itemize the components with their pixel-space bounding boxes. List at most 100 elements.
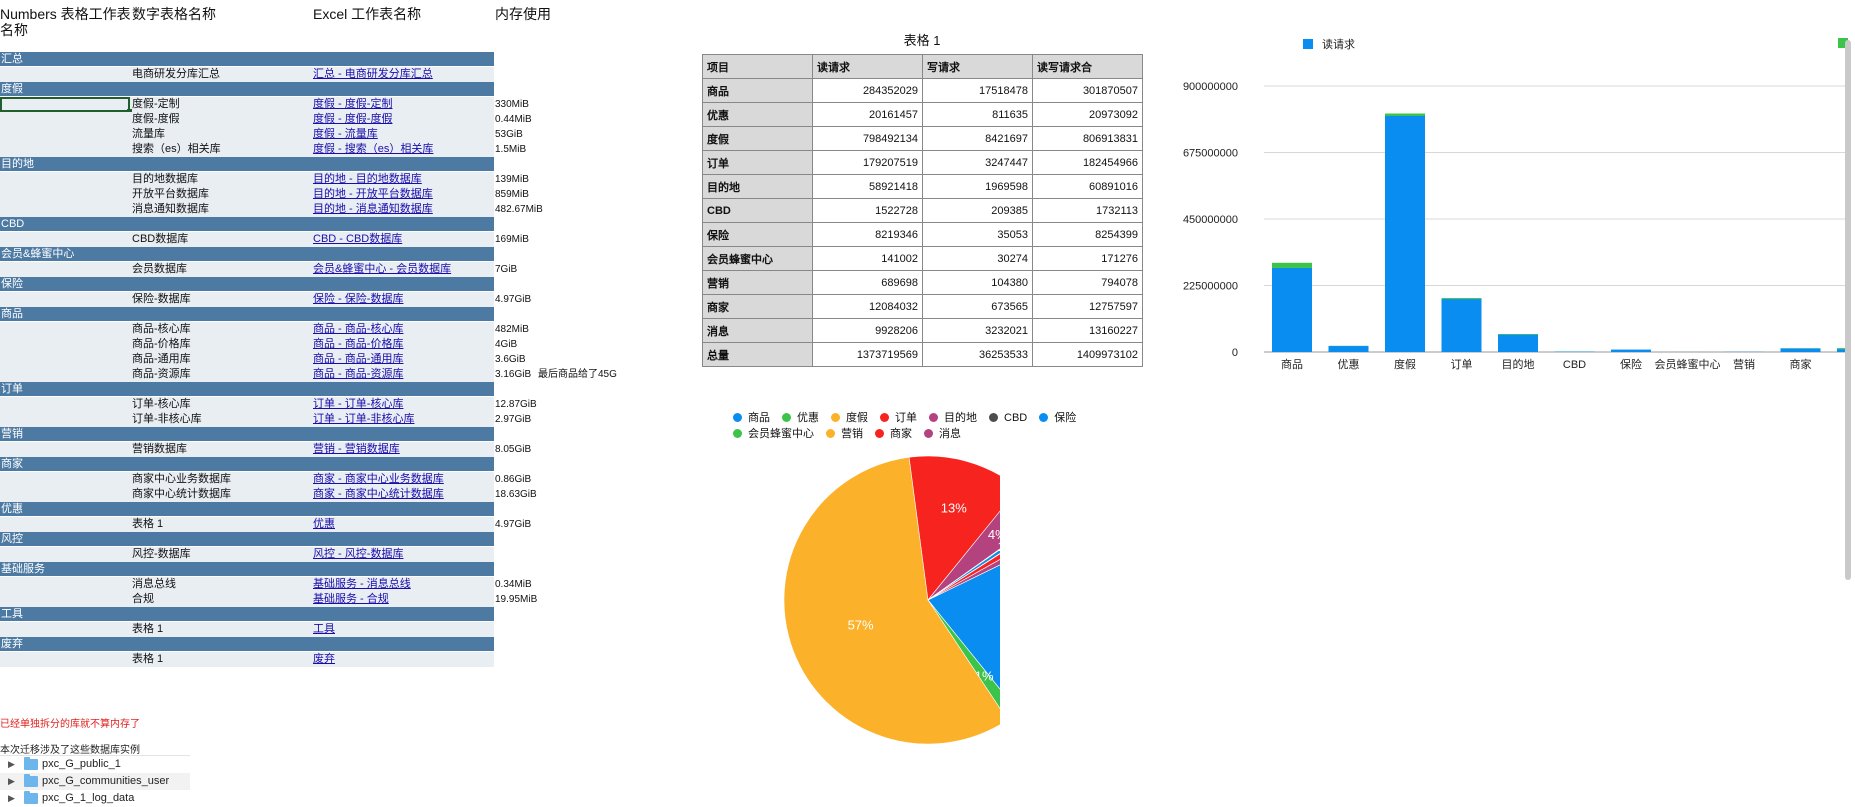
sheet-link[interactable]: 商品 - 商品-资源库 [313, 367, 403, 382]
table-cell: 1522728 [813, 199, 923, 223]
table-name: 开放平台数据库 [132, 187, 209, 202]
sheet-link[interactable]: 营销 - 营销数据库 [313, 442, 400, 457]
table-cell: 798492134 [813, 127, 923, 151]
table-cell: 8254399 [1033, 223, 1143, 247]
memory-usage: 169MiB [495, 232, 529, 247]
table-name: 度假-定制 [132, 97, 180, 112]
disclosure-arrow-icon[interactable]: ▶ [8, 773, 15, 790]
tree-item[interactable]: ▶ pxc_G_public_1 [0, 756, 190, 773]
sheet-link[interactable]: 度假 - 搜索（es）相关库 [313, 142, 433, 157]
y-tick-label: 675000000 [1183, 148, 1238, 160]
y-tick-label: 450000000 [1183, 214, 1238, 226]
folder-icon [24, 759, 38, 770]
sheet-link[interactable]: 商品 - 商品-核心库 [313, 322, 403, 337]
sheet-link[interactable]: 废弃 [313, 652, 335, 667]
sheet-link[interactable]: 商品 - 商品-价格库 [313, 337, 403, 352]
bar-legend-label: 读请求 [1322, 37, 1355, 51]
table-name: 消息总线 [132, 577, 176, 592]
sheet-link[interactable]: 优惠 [313, 517, 335, 532]
table-cell: 17518478 [923, 79, 1033, 103]
group-header: 风控 [0, 532, 494, 546]
sheet-link[interactable]: 订单 - 订单-非核心库 [313, 412, 414, 427]
legend-dot [782, 413, 791, 422]
row-label: 度假 [703, 127, 813, 151]
x-tick-label: 目的地 [1502, 357, 1535, 371]
legend-label: 消息 [939, 428, 961, 440]
bar-read[interactable] [1611, 350, 1651, 352]
x-tick-label: 优惠 [1338, 357, 1360, 371]
sheet-link[interactable]: 订单 - 订单-核心库 [313, 397, 403, 412]
table-cell: 182454966 [1033, 151, 1143, 175]
selected-cell[interactable] [0, 97, 130, 112]
sheet-link[interactable]: 目的地 - 目的地数据库 [313, 172, 422, 187]
sheet-link[interactable]: 汇总 - 电商研发分库汇总 [313, 67, 433, 82]
memory-usage: 859MiB [495, 187, 529, 202]
sheet-link[interactable]: 目的地 - 消息通知数据库 [313, 202, 433, 217]
row-label: 营销 [703, 271, 813, 295]
bar-read[interactable] [1329, 346, 1369, 352]
sheet-index-table: Numbers 表格工作表名称 数字表格名称 Excel 工作表名称 内存使用 … [0, 0, 700, 680]
sheet-link[interactable]: 基础服务 - 消息总线 [313, 577, 411, 592]
tree-item[interactable]: ▶pxc_G_1_log_data [0, 790, 190, 807]
memory-usage: 0.44MiB [495, 112, 532, 127]
vertical-scrollbar[interactable] [1845, 40, 1851, 580]
tree-item-label: pxc_G_public_1 [42, 756, 121, 773]
sheet-link[interactable]: 度假 - 流量库 [313, 127, 378, 142]
sheet-link[interactable]: CBD - CBD数据库 [313, 232, 402, 247]
y-tick-label: 0 [1232, 347, 1238, 359]
sheet-link[interactable]: 商家 - 商家中心业务数据库 [313, 472, 444, 487]
sheet-link[interactable]: 度假 - 度假-度假 [313, 112, 392, 127]
disclosure-arrow-icon[interactable]: ▶ [8, 790, 15, 807]
table-cell: 209385 [923, 199, 1033, 223]
x-tick-label: 度假 [1394, 357, 1416, 371]
memory-usage: 7GiB [495, 262, 517, 277]
table-cell: 689698 [813, 271, 923, 295]
memory-usage: 1.5MiB [495, 142, 526, 157]
sheet-link[interactable]: 基础服务 - 合规 [313, 592, 389, 607]
disclosure-arrow-icon[interactable]: ▶ [8, 756, 15, 773]
sheet-link[interactable]: 商家 - 商家中心统计数据库 [313, 487, 444, 502]
sheet-link[interactable]: 度假 - 度假-定制 [313, 97, 392, 112]
sheet-link[interactable]: 工具 [313, 622, 335, 637]
table-name: 度假-度假 [132, 112, 180, 127]
bar-read[interactable] [1442, 299, 1482, 352]
table-name: 风控-数据库 [132, 547, 191, 562]
memory-usage: 53GiB [495, 127, 523, 142]
table-cell: 60891016 [1033, 175, 1143, 199]
sheet-link[interactable]: 会员&蜂蜜中心 - 会员数据库 [313, 262, 451, 277]
pie-slice-label: 57% [848, 617, 874, 632]
bar-read[interactable] [1498, 335, 1538, 352]
bar-write[interactable] [1498, 334, 1538, 335]
bar-read[interactable] [1272, 268, 1312, 352]
sheet-link[interactable]: 商品 - 商品-通用库 [313, 352, 403, 367]
bar-write[interactable] [1272, 263, 1312, 268]
column-header: 读写请求合 [1033, 55, 1143, 79]
table-cell: 811635 [923, 103, 1033, 127]
sheet-link[interactable]: 目的地 - 开放平台数据库 [313, 187, 433, 202]
memory-usage: 18.63GiB [495, 487, 537, 502]
bar-write[interactable] [1385, 114, 1425, 116]
memory-usage: 3.16GiB [495, 367, 531, 382]
row-label: CBD [703, 199, 813, 223]
bar-read[interactable] [1781, 348, 1821, 352]
bar-write[interactable] [1442, 298, 1482, 299]
group-header: 订单 [0, 382, 494, 396]
sheet-link[interactable]: 保险 - 保险-数据库 [313, 292, 403, 307]
tree-item[interactable]: ▶pxc_G_communities_user [0, 773, 190, 790]
column-header: 读请求 [813, 55, 923, 79]
sheet-link[interactable]: 风控 - 风控-数据库 [313, 547, 403, 562]
row-label: 商品 [703, 79, 813, 103]
memory-usage: 19.95MiB [495, 592, 537, 607]
group-header: 保险 [0, 277, 494, 291]
bar-read[interactable] [1385, 116, 1425, 352]
group-header: 优惠 [0, 502, 494, 516]
